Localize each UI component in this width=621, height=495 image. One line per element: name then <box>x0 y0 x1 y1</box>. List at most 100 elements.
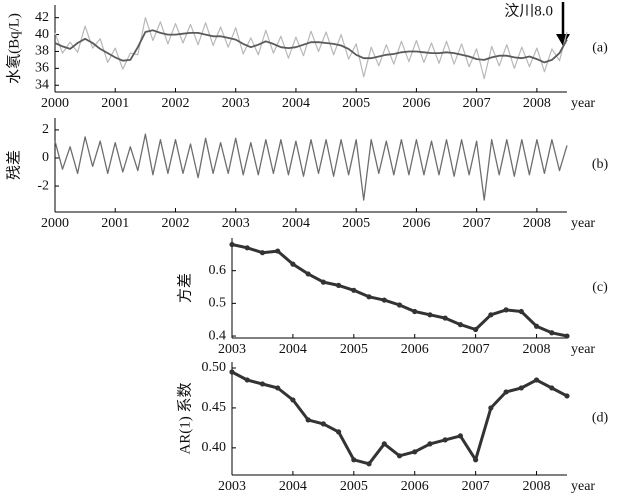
data-point <box>427 312 433 318</box>
data-point <box>533 377 540 383</box>
data-point <box>351 287 357 293</box>
data-point <box>381 297 387 303</box>
y-tick-label: 0 <box>42 150 49 165</box>
y-tick-label: 0.45 <box>202 400 227 415</box>
x-tick-label: 2007 <box>463 96 491 111</box>
data-point <box>518 385 524 391</box>
x-tick-label: 2003 <box>222 96 250 111</box>
data-point <box>564 333 570 339</box>
x-tick-label: 2006 <box>402 96 430 111</box>
data-point <box>381 441 387 447</box>
data-line <box>54 17 568 80</box>
x-tick-label: 2006 <box>401 479 429 494</box>
data-point <box>488 405 494 411</box>
data-point <box>457 322 464 328</box>
x-axis-label: year <box>571 479 595 494</box>
data-point <box>305 271 311 277</box>
x-tick-label: 2005 <box>342 216 370 231</box>
x-tick-label: 2007 <box>462 479 490 494</box>
data-point <box>412 449 418 455</box>
annotation: 汶川8.0 <box>504 1 553 19</box>
x-tick-label: 2002 <box>161 216 189 231</box>
x-tick-label: 2001 <box>101 216 129 231</box>
x-tick-label: 2005 <box>342 96 370 111</box>
data-point <box>473 326 479 333</box>
x-tick-label: 2003 <box>218 479 246 494</box>
data-line <box>231 370 568 466</box>
data-point <box>488 312 494 318</box>
data-point <box>442 437 448 443</box>
y-axis-label: 残差 <box>5 150 22 180</box>
x-tick-label: 2005 <box>340 479 368 494</box>
x-tick-label: 2004 <box>279 479 307 494</box>
x-tick-label: 2006 <box>401 342 429 357</box>
data-point <box>549 385 555 391</box>
x-axis-label: year <box>571 216 595 231</box>
x-tick-label: 2003 <box>222 216 250 231</box>
data-line <box>231 243 568 338</box>
panel-label: (a) <box>592 41 608 56</box>
x-tick-label: 2004 <box>279 342 307 357</box>
x-tick-label: 2008 <box>523 96 551 111</box>
y-tick-label: 0.40 <box>202 440 227 455</box>
data-point <box>335 282 342 288</box>
data-point <box>473 457 479 463</box>
data-point <box>290 397 296 403</box>
data-point <box>351 457 357 463</box>
x-tick-label: 2002 <box>161 96 189 111</box>
data-point <box>427 441 433 447</box>
x-tick-label: 2007 <box>462 342 490 357</box>
arrow-head <box>556 34 570 46</box>
data-point <box>549 330 555 336</box>
y-tick-label: 34 <box>35 77 49 92</box>
y-axis-label: AR(1) 系数 <box>176 382 193 454</box>
data-point <box>320 279 326 285</box>
x-tick-label: 2005 <box>340 342 368 357</box>
data-point <box>457 433 464 439</box>
x-tick-label: 2001 <box>101 96 129 111</box>
y-tick-label: 2 <box>42 122 49 137</box>
panel-label: (b) <box>592 157 609 172</box>
y-tick-label: 0.50 <box>202 360 227 375</box>
data-point <box>275 385 281 391</box>
data-point <box>442 315 448 321</box>
data-point <box>366 294 372 300</box>
y-tick-label: 0.5 <box>209 296 227 311</box>
x-tick-label: 2004 <box>282 96 310 111</box>
data-point <box>229 369 235 375</box>
y-tick-label: 0.4 <box>209 328 227 343</box>
y-tick-label: -2 <box>37 178 49 193</box>
y-tick-label: 36 <box>35 61 49 76</box>
data-point <box>396 302 403 308</box>
data-point <box>275 248 281 254</box>
data-point <box>412 308 418 315</box>
data-point <box>396 453 403 459</box>
data-point <box>229 241 235 248</box>
x-tick-label: 2007 <box>463 216 491 231</box>
data-line <box>54 29 568 64</box>
data-line <box>54 133 568 201</box>
x-axis-label: year <box>571 342 595 357</box>
x-tick-label: 2006 <box>402 216 430 231</box>
data-point <box>503 389 509 395</box>
data-point <box>564 393 570 399</box>
x-tick-label: 2003 <box>218 342 246 357</box>
data-point <box>244 377 250 383</box>
y-tick-label: 38 <box>35 44 49 59</box>
data-point <box>503 307 509 313</box>
panel-label: (d) <box>592 411 609 426</box>
y-tick-label: 40 <box>35 27 49 42</box>
x-tick-label: 2000 <box>41 216 69 231</box>
x-tick-label: 2008 <box>523 479 551 494</box>
x-tick-label: 2004 <box>282 216 310 231</box>
y-axis-label: 方差 <box>176 273 193 303</box>
y-tick-label: 42 <box>35 10 49 25</box>
data-point <box>305 417 311 423</box>
x-tick-label: 2000 <box>41 96 69 111</box>
panel-label: (c) <box>592 280 608 295</box>
x-tick-label: 2008 <box>523 216 551 231</box>
data-point <box>518 308 524 315</box>
data-point <box>290 261 296 267</box>
data-point <box>335 429 342 435</box>
